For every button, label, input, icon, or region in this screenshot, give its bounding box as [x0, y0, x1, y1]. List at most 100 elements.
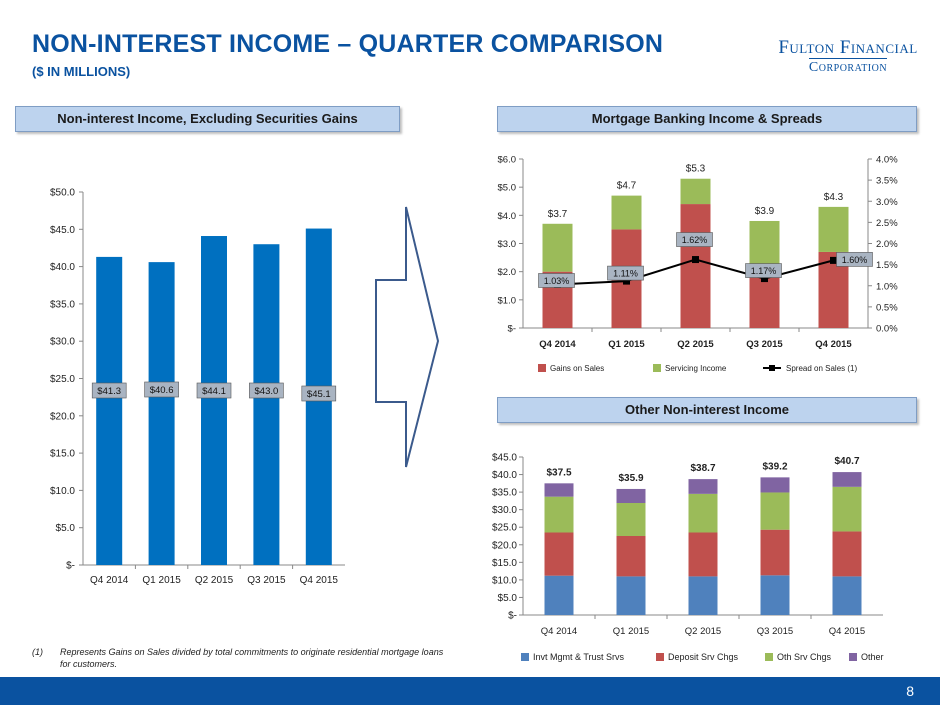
y-tick-label: $45.0: [50, 225, 75, 236]
legend-swatch: [538, 364, 546, 372]
other-income-chart: $- $5.0 $10.0 $15.0 $20.0 $25.0 $30.0 $35.0 $40.…: [492, 453, 884, 663]
spread-label: 1.11%: [613, 269, 638, 279]
bar-segment: [760, 529, 790, 576]
x-tick-label: Q2 2015: [195, 575, 234, 586]
bar-segment: [688, 532, 718, 577]
y2-tick-label: 0.5%: [876, 302, 898, 313]
page-subtitle: ($ IN MILLIONS): [32, 64, 131, 79]
bar-segment: [688, 576, 718, 615]
data-label-box: [144, 381, 179, 398]
data-label-box: [196, 382, 232, 399]
legend-label: Other: [861, 652, 884, 662]
y-tick-label: $15.0: [492, 558, 517, 569]
y-tick-label: $5.0: [498, 593, 518, 604]
total-label: $35.9: [618, 473, 643, 484]
bar-segment: [760, 575, 790, 615]
left-panel-header: Non-interest Income, Excluding Securitie…: [15, 106, 400, 132]
x-tick-label: Q2 2015: [685, 626, 721, 637]
bottom-bar: [0, 677, 940, 705]
data-label: $43.0: [255, 386, 279, 397]
bar-segment: [832, 576, 862, 615]
bar-segment: [616, 576, 646, 615]
x-tick-label: Q3 2015: [746, 339, 783, 350]
y-tick-label: $6.0: [498, 155, 517, 166]
y-tick-label: $10.0: [50, 486, 75, 497]
bar-segment: [760, 477, 790, 493]
bar-servicing-income: [818, 206, 849, 252]
y-tick-label: $-: [508, 324, 516, 335]
y-tick-label: $50.0: [50, 188, 75, 199]
y-tick-label: $-: [66, 561, 75, 572]
spread-marker: [623, 277, 630, 285]
spread-marker: [830, 256, 837, 264]
legend-swatch: [849, 653, 857, 661]
y-tick-label: $2.0: [498, 267, 517, 278]
y-tick-label: $5.0: [56, 523, 76, 534]
data-label-box: [301, 385, 337, 402]
x-tick-label: Q1 2015: [613, 626, 649, 637]
spread-label: 1.03%: [544, 276, 570, 286]
x-tick-label: Q4 2015: [300, 575, 339, 586]
y2-tick-label: 3.0%: [876, 197, 898, 208]
x-tick-label: Q4 2015: [829, 626, 865, 637]
data-label-box: [91, 382, 127, 399]
legend-label: Oth Srv Chgs: [777, 652, 832, 662]
bar-servicing-income: [542, 223, 573, 272]
y-tick-label: $45.0: [492, 453, 517, 464]
spread-marker: [692, 256, 699, 264]
spread-label: 1.17%: [751, 266, 777, 276]
mortgage-banking-chart: $- $1.0 $2.0 $3.0 $4.0 $5.0 $6.0 0.0% 0.5% 1.0% 1.…: [498, 155, 899, 374]
bar-segment: [544, 496, 574, 533]
x-tick-label: Q4 2014: [541, 626, 577, 637]
page-number: 8: [906, 683, 914, 699]
data-label: $44.1: [202, 386, 226, 397]
y-tick-label: $25.0: [492, 523, 517, 534]
y-tick-label: $4.0: [498, 211, 517, 222]
spread-label-box: [745, 263, 782, 278]
bar-segment: [544, 483, 574, 497]
bar-servicing-income: [611, 195, 642, 230]
legend-marker: [769, 365, 775, 371]
bar: [96, 256, 123, 565]
total-label: $38.7: [690, 463, 715, 474]
x-tick-label: Q3 2015: [757, 626, 793, 637]
x-tick-label: Q2 2015: [677, 339, 714, 350]
non-interest-income-chart: $- $5.0 $10.0 $15.0 $20.0 $25.0 $30.0 $35.0 $40.…: [50, 188, 345, 586]
bar-servicing-income: [680, 178, 711, 205]
y2-tick-label: 0.0%: [876, 324, 898, 335]
page-title: NON-INTEREST INCOME – QUARTER COMPARISON: [32, 30, 664, 58]
footnote-marker: (1): [32, 647, 43, 657]
y-tick-label: $35.0: [50, 299, 75, 310]
total-label: $4.3: [824, 192, 844, 203]
bar: [148, 262, 175, 565]
bar: [201, 236, 227, 565]
mortgage-panel-header: Mortgage Banking Income & Spreads: [497, 106, 917, 132]
y-tick-label: $40.0: [492, 470, 517, 481]
total-label: $5.3: [686, 164, 706, 175]
total-label: $3.7: [548, 209, 568, 220]
y-tick-label: $5.0: [498, 183, 517, 194]
y2-tick-label: 1.5%: [876, 260, 898, 271]
logo-line2: Corporation: [808, 58, 888, 75]
bar-gains-on-sales: [680, 204, 711, 328]
bar-segment: [544, 532, 574, 576]
bar-segment: [616, 502, 646, 536]
logo-line1: Fulton Financial: [778, 37, 918, 58]
x-tick-label: Q1 2015: [142, 575, 181, 586]
legend-swatch: [521, 653, 529, 661]
bar-segment: [760, 492, 790, 530]
footnote: (1) Represents Gains on Sales divided by…: [32, 646, 452, 670]
spread-marker: [761, 275, 768, 283]
y-tick-label: $3.0: [498, 239, 517, 250]
total-label: $3.9: [755, 206, 775, 217]
y-tick-label: $35.0: [492, 488, 517, 499]
spread-label-box: [836, 252, 873, 267]
x-tick-label: Q1 2015: [608, 339, 645, 350]
data-label: $41.3: [97, 386, 121, 397]
x-tick-label: Q4 2014: [90, 575, 129, 586]
y-tick-label: $30.0: [492, 505, 517, 516]
data-label-box: [249, 382, 284, 399]
company-logo: Fulton Financial Corporation: [778, 38, 918, 76]
y2-tick-label: 2.0%: [876, 239, 898, 250]
bar-segment: [832, 472, 862, 487]
